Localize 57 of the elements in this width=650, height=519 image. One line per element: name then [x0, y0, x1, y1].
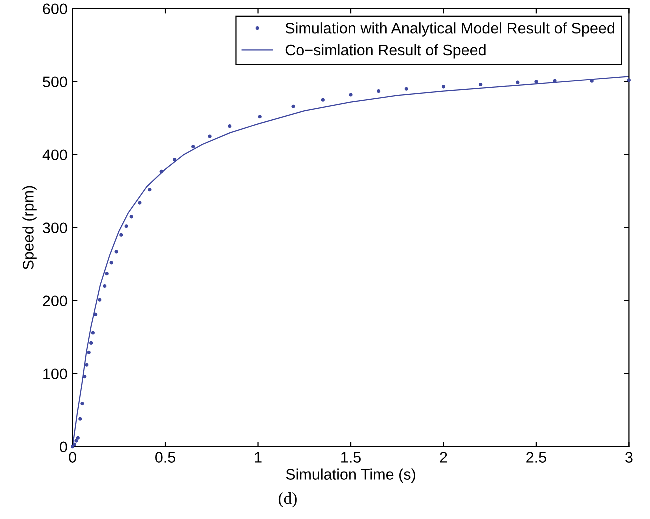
y-tick-label: 600 — [43, 4, 68, 15]
x-tick-label: 1.5 — [342, 452, 361, 463]
point — [83, 374, 87, 379]
point — [105, 272, 109, 276]
point — [78, 417, 82, 421]
point — [130, 215, 134, 219]
point — [87, 350, 91, 354]
point — [138, 201, 142, 205]
point — [124, 224, 128, 228]
y-tick-label: 0 — [60, 442, 68, 453]
legend-label: Co−simlation Result of Speed — [286, 44, 486, 59]
point — [85, 363, 89, 367]
y-tick-label: 500 — [43, 76, 68, 88]
y-tick-label: 300 — [43, 222, 68, 234]
point — [627, 78, 632, 82]
point — [377, 90, 381, 94]
point — [94, 312, 98, 317]
point — [479, 82, 483, 87]
point — [228, 124, 232, 128]
y-tick-label: 400 — [42, 150, 68, 161]
point — [120, 233, 124, 237]
x-tick-label: 2 — [440, 452, 448, 463]
x-axis-title: Simulation Time (s) — [286, 468, 416, 483]
point — [91, 331, 96, 335]
point — [173, 158, 177, 162]
legend-label: Simulation with Analytical Model Result of Speed — [286, 22, 614, 37]
point — [404, 87, 408, 91]
y-tick-label: 100 — [44, 368, 68, 380]
point — [160, 170, 164, 174]
point — [442, 85, 446, 89]
point — [80, 402, 84, 406]
x-tick-label: 0 — [69, 452, 76, 463]
point — [110, 261, 114, 265]
point — [148, 188, 152, 192]
point — [103, 284, 107, 288]
point — [192, 145, 196, 149]
point — [208, 134, 212, 138]
point — [114, 250, 118, 254]
point — [76, 436, 80, 440]
point — [590, 79, 594, 83]
point — [349, 93, 353, 97]
point — [292, 104, 296, 108]
x-tick-label: 3 — [626, 452, 633, 463]
point — [98, 298, 102, 302]
x-tick-label: 0.5 — [156, 452, 176, 463]
point — [553, 79, 557, 83]
point — [321, 98, 325, 102]
y-tick-label: 200 — [43, 296, 68, 307]
point — [258, 115, 262, 119]
point — [74, 439, 78, 443]
point — [534, 80, 538, 84]
text: (d) — [278, 492, 297, 508]
y-axis-title: Speed (rpm) — [22, 186, 37, 270]
x-tick-label: 2.5 — [526, 452, 546, 463]
x-tick-label: 1 — [255, 452, 262, 463]
point — [516, 80, 520, 84]
point — [90, 341, 94, 345]
